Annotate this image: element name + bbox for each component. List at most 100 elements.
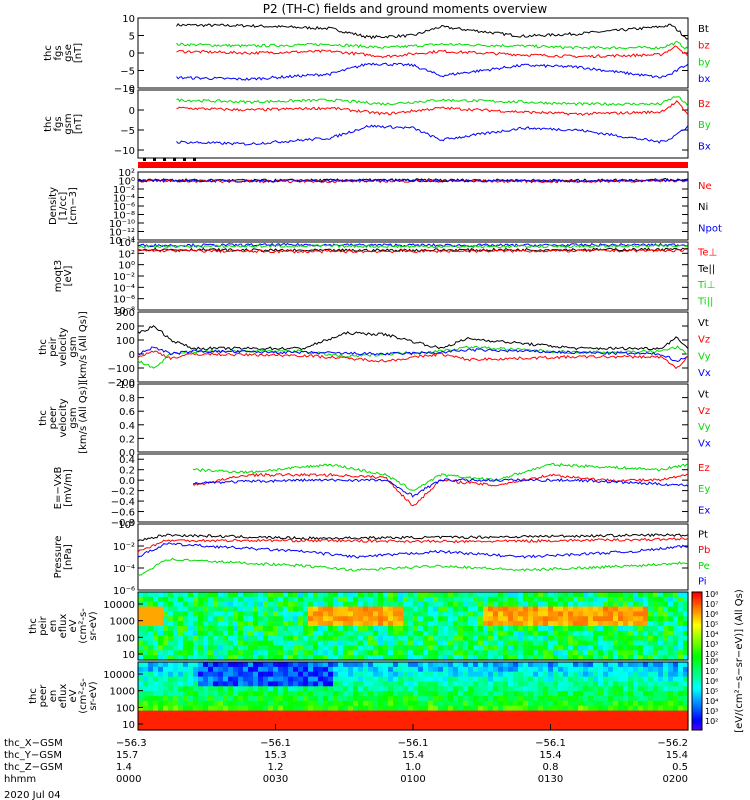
heatmap-cell	[643, 710, 649, 717]
heatmap-cell	[253, 611, 259, 617]
heatmap-cell	[178, 635, 184, 642]
heatmap-cell	[358, 705, 364, 712]
panel-9: thc peir en eflux eV (cm²-s-sr-eV)10000100010…	[28, 591, 689, 661]
heatmap-cell	[658, 645, 664, 651]
heatmap-cell	[578, 700, 584, 707]
heatmap-cell	[638, 710, 644, 717]
heatmap-cell	[218, 671, 224, 678]
heatmap-cell	[538, 611, 544, 617]
heatmap-cell	[363, 650, 369, 656]
heatmap-cell	[173, 645, 179, 651]
heatmap-cell	[473, 635, 479, 642]
heatmap-cell	[583, 645, 589, 651]
heatmap-cell	[638, 720, 644, 726]
heatmap-cell	[528, 601, 534, 608]
heatmap-cell	[648, 671, 654, 678]
heatmap-cell	[533, 630, 539, 637]
y-tick-label: 0.4	[119, 421, 135, 432]
colorbar-tick: 10²	[705, 650, 718, 659]
heatmap-cell	[588, 681, 594, 687]
ylabel-line: thc	[43, 116, 54, 132]
heatmap-cell	[648, 700, 654, 707]
heatmap-cell	[433, 626, 439, 632]
heatmap-cell	[673, 650, 679, 656]
heatmap-cell	[318, 691, 324, 697]
heatmap-cell	[273, 592, 279, 598]
heatmap-cell	[623, 640, 629, 647]
heatmap-cell	[188, 705, 194, 712]
heatmap-cell	[583, 666, 589, 673]
heatmap-cell	[223, 666, 229, 673]
series-line	[137, 542, 689, 559]
heatmap-cell	[273, 666, 279, 673]
series-line	[137, 557, 689, 577]
heatmap-cell	[618, 715, 624, 721]
heatmap-cell	[233, 650, 239, 656]
heatmap-cell	[263, 705, 269, 712]
heatmap-cell	[573, 630, 579, 637]
heatmap-cell	[658, 611, 664, 617]
heatmap-cell	[413, 662, 419, 668]
status-mark	[163, 158, 166, 161]
heatmap-cell	[168, 666, 174, 673]
heatmap-cell	[253, 616, 259, 622]
heatmap-cell	[433, 596, 439, 603]
heatmap-cell	[163, 710, 169, 717]
heatmap-cell	[588, 671, 594, 678]
heatmap-cell	[498, 601, 504, 608]
heatmap-cell	[508, 606, 514, 613]
ylabel-line: eV	[68, 619, 79, 632]
heatmap-cell	[578, 635, 584, 642]
heatmap-cell	[198, 606, 204, 613]
heatmap-cell	[548, 606, 554, 613]
heatmap-cell	[428, 626, 434, 632]
y-tick-label: 10000	[103, 600, 135, 611]
heatmap-cell	[328, 645, 334, 651]
heatmap-cell	[658, 616, 664, 622]
heatmap-cell	[253, 715, 259, 721]
heatmap-cell	[483, 715, 489, 721]
heatmap-cell	[403, 635, 409, 642]
heatmap-cell	[443, 686, 449, 692]
heatmap-cell	[638, 626, 644, 632]
heatmap-cell	[213, 611, 219, 617]
heatmap-cell	[653, 700, 659, 707]
heatmap-cell	[313, 691, 319, 697]
heatmap-cell	[573, 650, 579, 656]
heatmap-cell	[538, 662, 544, 668]
y-tick-label: 10	[122, 14, 135, 25]
heatmap-cell	[498, 681, 504, 687]
heatmap-cell	[468, 650, 474, 656]
heatmap-cell	[398, 720, 404, 726]
heatmap-cell	[348, 592, 354, 598]
heatmap-cell	[483, 705, 489, 712]
heatmap-cell	[518, 606, 524, 613]
heatmap-cell	[158, 705, 164, 712]
heatmap-cell	[208, 720, 214, 726]
heatmap-cell	[348, 616, 354, 622]
heatmap-cell	[628, 635, 634, 642]
heatmap-cell	[268, 640, 274, 647]
heatmap-cell	[223, 616, 229, 622]
heatmap-cell	[148, 696, 154, 702]
heatmap-cell	[463, 616, 469, 622]
heatmap-cell	[198, 676, 204, 683]
heatmap-cell	[288, 601, 294, 608]
heatmap-cell	[663, 611, 669, 617]
heatmap-cell	[208, 710, 214, 717]
heatmap-cell	[588, 592, 594, 598]
heatmap-cell	[478, 720, 484, 726]
heatmap-cell	[438, 686, 444, 692]
heatmap-cell	[603, 696, 609, 702]
heatmap-cell	[608, 650, 614, 656]
heatmap-cell	[403, 630, 409, 637]
heatmap-cell	[273, 630, 279, 637]
heatmap-cell	[673, 606, 679, 613]
heatmap-cell	[423, 710, 429, 717]
heatmap-cell	[213, 592, 219, 598]
heatmap-cell	[228, 715, 234, 721]
heatmap-cell	[543, 681, 549, 687]
heatmap-cell	[583, 671, 589, 678]
x-row-value: −56.1	[398, 738, 429, 749]
heatmap-cell	[418, 655, 424, 661]
